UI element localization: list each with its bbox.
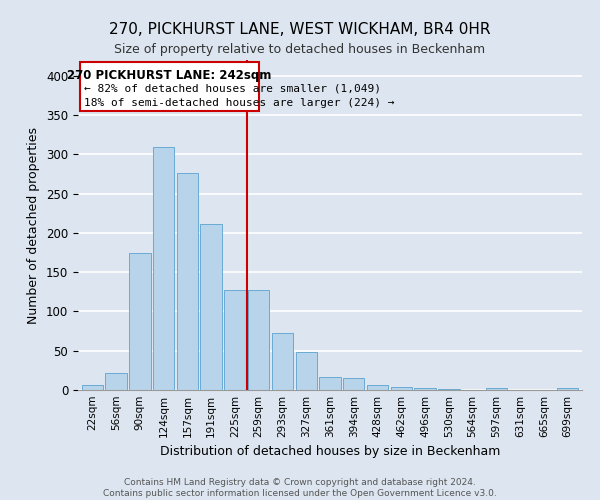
Text: ← 82% of detached houses are smaller (1,049): ← 82% of detached houses are smaller (1,… bbox=[84, 84, 381, 94]
Bar bbox=[415, 388, 436, 390]
Bar bbox=[176, 173, 198, 390]
Bar bbox=[557, 388, 578, 390]
Y-axis label: Number of detached properties: Number of detached properties bbox=[28, 126, 40, 324]
Bar bbox=[224, 290, 245, 390]
Text: 270 PICKHURST LANE: 242sqm: 270 PICKHURST LANE: 242sqm bbox=[67, 70, 272, 82]
Bar bbox=[106, 372, 127, 390]
Text: Contains HM Land Registry data © Crown copyright and database right 2024.
Contai: Contains HM Land Registry data © Crown c… bbox=[103, 478, 497, 498]
Bar bbox=[200, 224, 222, 390]
Bar bbox=[296, 352, 317, 390]
Bar bbox=[391, 387, 412, 390]
Bar bbox=[486, 388, 507, 390]
Text: Size of property relative to detached houses in Beckenham: Size of property relative to detached ho… bbox=[115, 42, 485, 56]
Text: 270, PICKHURST LANE, WEST WICKHAM, BR4 0HR: 270, PICKHURST LANE, WEST WICKHAM, BR4 0… bbox=[109, 22, 491, 38]
Bar bbox=[80, 62, 259, 111]
Bar bbox=[438, 389, 460, 390]
Bar bbox=[153, 147, 174, 390]
Bar bbox=[272, 332, 293, 390]
Bar bbox=[343, 378, 364, 390]
Bar bbox=[367, 384, 388, 390]
Bar bbox=[319, 378, 341, 390]
Text: 18% of semi-detached houses are larger (224) →: 18% of semi-detached houses are larger (… bbox=[84, 98, 394, 108]
X-axis label: Distribution of detached houses by size in Beckenham: Distribution of detached houses by size … bbox=[160, 446, 500, 458]
Bar bbox=[82, 384, 103, 390]
Bar bbox=[129, 254, 151, 390]
Bar bbox=[248, 290, 269, 390]
